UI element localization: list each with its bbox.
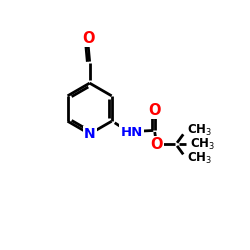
Text: CH$_3$: CH$_3$ [190, 137, 215, 152]
Text: CH$_3$: CH$_3$ [187, 123, 212, 138]
Text: N: N [84, 127, 96, 141]
Text: O: O [148, 103, 161, 118]
Text: O: O [150, 137, 162, 152]
Text: O: O [82, 31, 94, 46]
Text: CH$_3$: CH$_3$ [187, 151, 212, 166]
Text: HN: HN [120, 126, 143, 138]
